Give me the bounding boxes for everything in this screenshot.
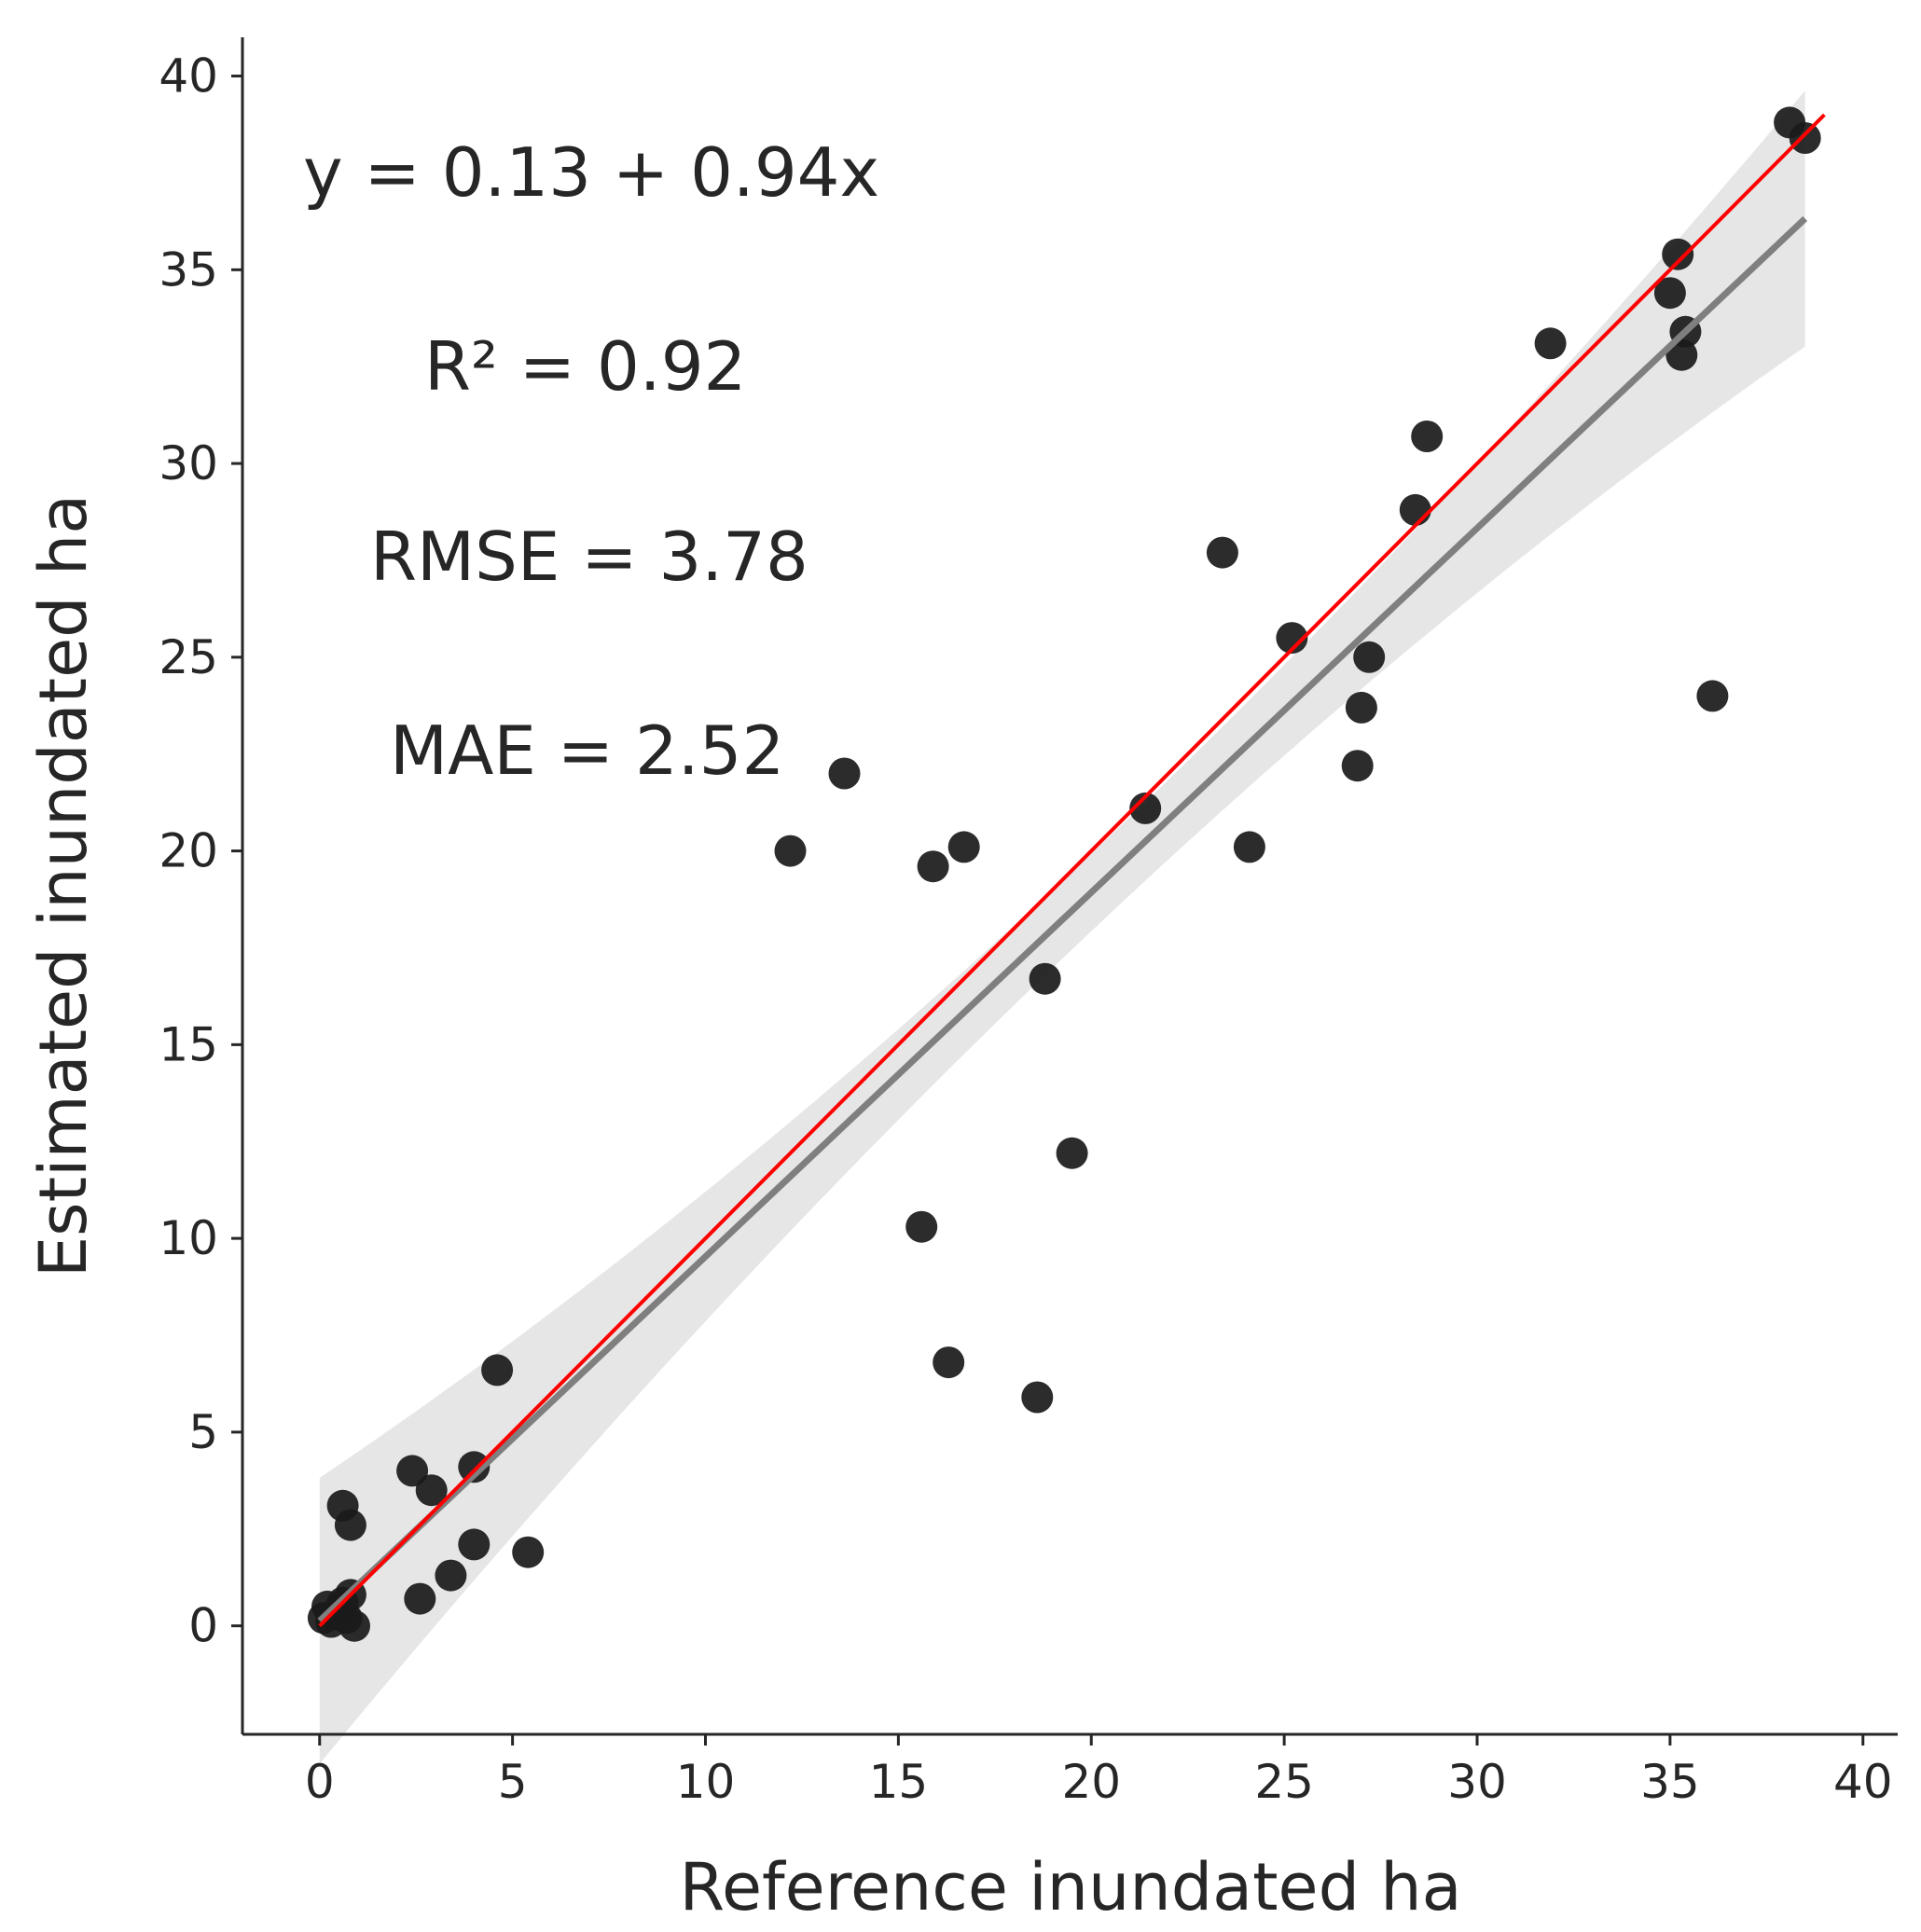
scatter-point <box>1341 750 1374 782</box>
x-axis-title: Reference inundated ha <box>679 1849 1461 1925</box>
scatter-point <box>458 1451 491 1484</box>
ticks-layer: 0 5 10 15 20 25 30 35 40 0 5 10 15 20 25 30 35 40 <box>159 49 1892 1809</box>
scatter-point <box>415 1474 448 1507</box>
scatter-point <box>1411 421 1444 452</box>
scatter-point <box>339 1609 370 1642</box>
y-tick-label: 10 <box>159 1211 218 1265</box>
x-tick-label: 35 <box>1640 1755 1700 1809</box>
x-tick-label: 25 <box>1254 1755 1314 1809</box>
r2-annotation: R² = 0.92 <box>424 327 746 406</box>
lines-layer <box>317 113 1826 1628</box>
scatter-point <box>1233 831 1265 863</box>
scatter-point <box>481 1354 514 1387</box>
x-tick-label: 30 <box>1447 1755 1507 1809</box>
scatter-point <box>1399 493 1431 526</box>
scatter-point <box>1662 238 1694 270</box>
scatter-point <box>1789 122 1821 154</box>
y-tick-label: 5 <box>188 1405 218 1459</box>
scatter-point <box>905 1210 938 1243</box>
scatter-point <box>396 1455 429 1487</box>
x-tick-label: 5 <box>498 1755 528 1809</box>
x-tick-label: 15 <box>869 1755 929 1809</box>
y-tick-label: 15 <box>159 1017 218 1071</box>
scatter-point <box>774 835 807 867</box>
rmse-annotation: RMSE = 3.78 <box>370 518 808 596</box>
scatter-point <box>1029 962 1061 995</box>
scatter-point <box>1276 622 1308 655</box>
scatter-point <box>1021 1381 1054 1414</box>
scatter-point <box>1129 792 1162 824</box>
y-tick-label: 35 <box>159 242 218 297</box>
y-tick-label: 40 <box>159 49 218 104</box>
scatter-point <box>917 850 949 883</box>
mae-annotation: MAE = 2.52 <box>390 711 784 790</box>
scatter-point <box>1353 641 1386 673</box>
scatter-point <box>933 1346 965 1379</box>
scatter-point <box>404 1582 436 1615</box>
scatter-point <box>828 757 861 790</box>
x-tick-label: 40 <box>1833 1755 1893 1809</box>
scatter-point <box>334 1509 366 1541</box>
scatter-point <box>1206 536 1238 569</box>
regression-line <box>317 215 1808 1623</box>
scatter-point <box>1056 1137 1088 1169</box>
y-tick-label: 0 <box>188 1599 218 1653</box>
x-tick-label: 20 <box>1061 1755 1121 1809</box>
scatter-point <box>1534 327 1567 360</box>
y-tick-label: 25 <box>159 630 218 684</box>
scatter-point <box>947 831 980 863</box>
scatter-point <box>458 1528 491 1561</box>
x-tick-label: 10 <box>676 1755 736 1809</box>
y-axis-title: Estimated inundated ha <box>25 494 102 1277</box>
scatter-point <box>1653 277 1686 310</box>
scatter-point <box>512 1536 545 1568</box>
equation-annotation: y = 0.13 + 0.94x <box>303 133 879 212</box>
y-tick-label: 30 <box>159 436 218 490</box>
regression-confidence-band <box>319 90 1805 1764</box>
scatter-point <box>435 1559 467 1592</box>
identity-line <box>318 113 1826 1628</box>
y-tick-label: 20 <box>159 824 218 878</box>
confidence-band-layer <box>319 90 1805 1764</box>
scatter-point <box>1345 691 1377 724</box>
x-tick-label: 0 <box>305 1755 335 1809</box>
scatter-point <box>1696 680 1729 712</box>
